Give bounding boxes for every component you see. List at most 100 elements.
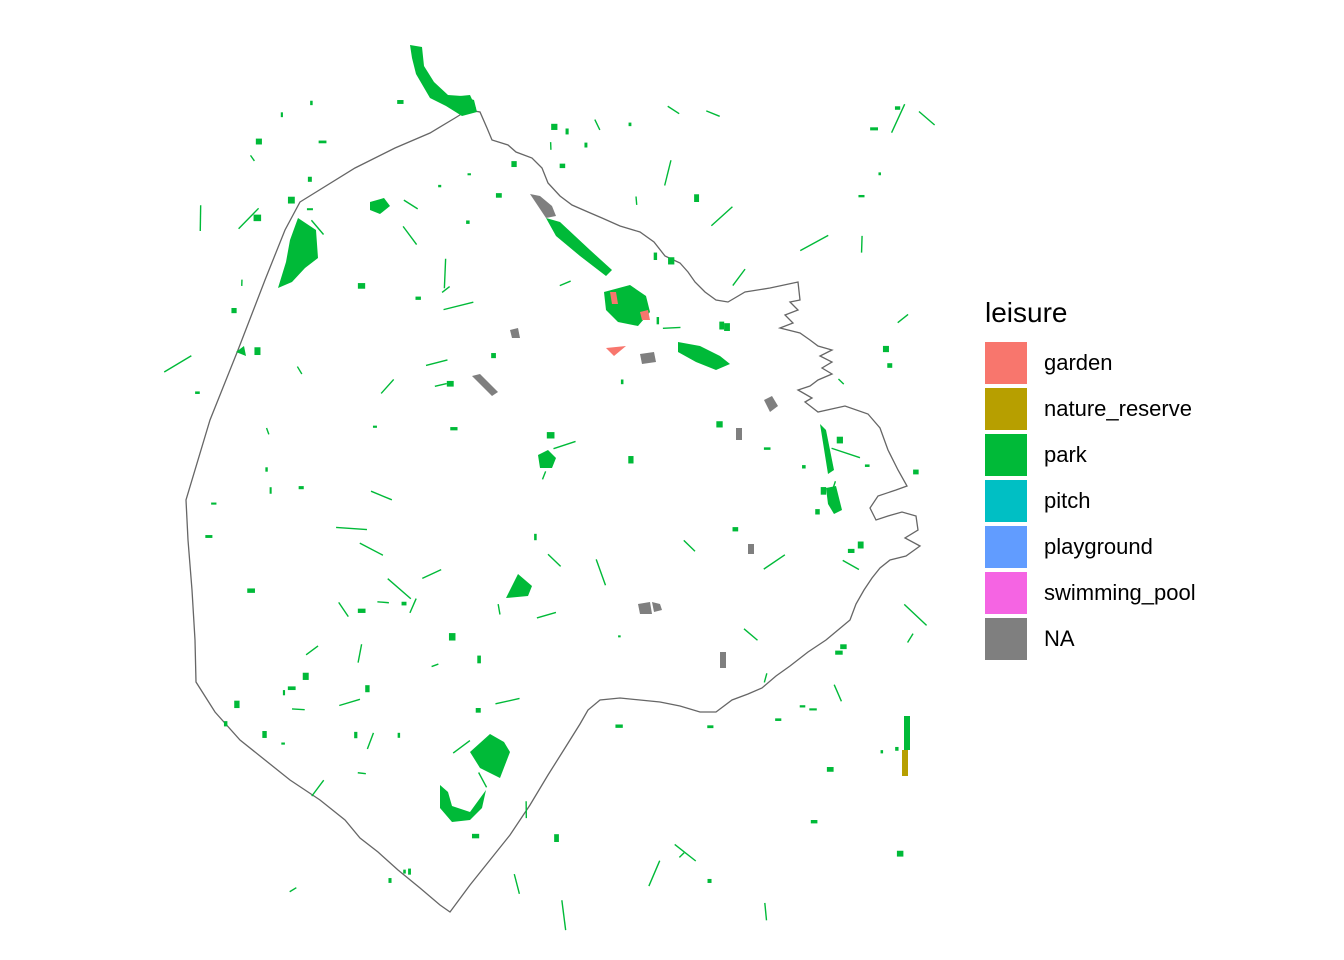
park-fragment xyxy=(554,834,559,842)
park-fragment xyxy=(878,172,881,176)
park-fragment xyxy=(551,123,558,130)
park-area xyxy=(440,785,486,822)
park-fragment xyxy=(255,138,262,145)
park-strip xyxy=(743,628,758,641)
park-area xyxy=(506,574,532,598)
na-area xyxy=(510,328,520,338)
park-strip xyxy=(338,602,349,618)
park-fragment xyxy=(287,196,295,204)
park-fragment xyxy=(365,685,370,693)
park-fragment xyxy=(211,502,217,505)
park-area xyxy=(826,486,842,514)
park-fragment xyxy=(446,380,454,387)
park-strip xyxy=(495,697,520,705)
park-strip xyxy=(662,326,681,329)
park-strip xyxy=(842,559,860,571)
park-strip xyxy=(541,471,547,480)
park-fragment xyxy=(880,750,884,754)
park-fragment xyxy=(620,379,624,385)
legend-swatch-garden xyxy=(985,342,1027,384)
park-strip xyxy=(553,440,576,450)
park-fragment xyxy=(253,214,262,222)
park-strip xyxy=(296,366,303,375)
park-fragment xyxy=(615,724,623,728)
park-fragment xyxy=(810,820,818,824)
park-fragment xyxy=(896,850,904,857)
park-strip xyxy=(648,860,661,887)
park-strip xyxy=(497,604,501,615)
park-fragment xyxy=(732,527,739,532)
park-strip xyxy=(249,154,255,162)
legend-swatch-playground xyxy=(985,526,1027,568)
city-boundary xyxy=(185,109,922,913)
park-fragment xyxy=(707,878,712,883)
park-fragment xyxy=(802,465,806,469)
park-strip xyxy=(594,119,601,131)
park-area xyxy=(470,734,510,778)
park-fragment xyxy=(858,194,865,198)
park-strip xyxy=(422,569,442,580)
legend-label: pitch xyxy=(1044,488,1091,513)
park-strip xyxy=(595,559,607,586)
park-strip xyxy=(370,490,393,501)
park-strip xyxy=(860,235,863,253)
park-strip xyxy=(311,779,325,797)
legend-item-swimming-pool: swimming_pool xyxy=(985,570,1196,616)
park-strip xyxy=(434,382,447,388)
park-fragment xyxy=(471,833,480,839)
legend-item-nature-reserve: nature_reserve xyxy=(985,386,1196,432)
na-area xyxy=(736,428,742,440)
park-strip xyxy=(402,225,418,246)
park-fragment xyxy=(656,317,660,325)
park-fragment xyxy=(857,541,864,549)
park-fragment xyxy=(298,486,304,490)
park-strip xyxy=(890,103,906,134)
park-fragment xyxy=(302,672,309,680)
legend-label: swimming_pool xyxy=(1044,580,1196,605)
legend-label: NA xyxy=(1044,626,1075,651)
park-area xyxy=(278,218,318,288)
park-strip xyxy=(289,887,297,893)
park-strip xyxy=(667,105,680,115)
na-area xyxy=(720,652,726,668)
park-strip xyxy=(409,598,417,614)
park-fragment xyxy=(809,708,817,711)
park-fragment xyxy=(466,220,470,224)
park-fragment xyxy=(799,705,806,708)
park-fragment xyxy=(870,127,878,131)
na-area xyxy=(638,602,652,614)
park-fragment xyxy=(864,464,870,467)
park-strip xyxy=(906,633,914,643)
park-strip xyxy=(918,110,936,126)
park-strip xyxy=(431,663,439,668)
park-area xyxy=(546,218,612,276)
park-strip xyxy=(833,684,843,702)
park-fragment xyxy=(707,725,714,729)
park-fragment xyxy=(401,601,407,606)
legend-swatch-na xyxy=(985,618,1027,660)
legend-swatch-swimming-pool xyxy=(985,572,1027,614)
legend-item-na: NA xyxy=(985,616,1196,662)
park-strip xyxy=(799,234,829,252)
park-fragment xyxy=(231,307,237,314)
garden-area xyxy=(606,346,626,356)
park-fragment xyxy=(415,296,421,300)
park-strip xyxy=(377,601,389,604)
park-fragment xyxy=(254,347,261,356)
park-strip xyxy=(536,611,557,619)
legend-title: leisure xyxy=(985,297,1068,328)
park-fragment xyxy=(357,283,366,289)
legend-label: park xyxy=(1044,442,1087,467)
park-fragment xyxy=(836,436,843,444)
park-strip xyxy=(897,313,909,324)
park-fragment xyxy=(281,742,285,745)
park-fragment xyxy=(546,432,555,439)
park-fragment xyxy=(388,878,392,883)
park-fragment xyxy=(716,421,723,428)
park-fragment xyxy=(307,176,312,182)
park-area xyxy=(236,346,246,356)
park-strip xyxy=(441,285,451,293)
park-fragment xyxy=(234,700,240,709)
park-strip xyxy=(513,873,521,894)
park-fragment xyxy=(262,731,267,738)
